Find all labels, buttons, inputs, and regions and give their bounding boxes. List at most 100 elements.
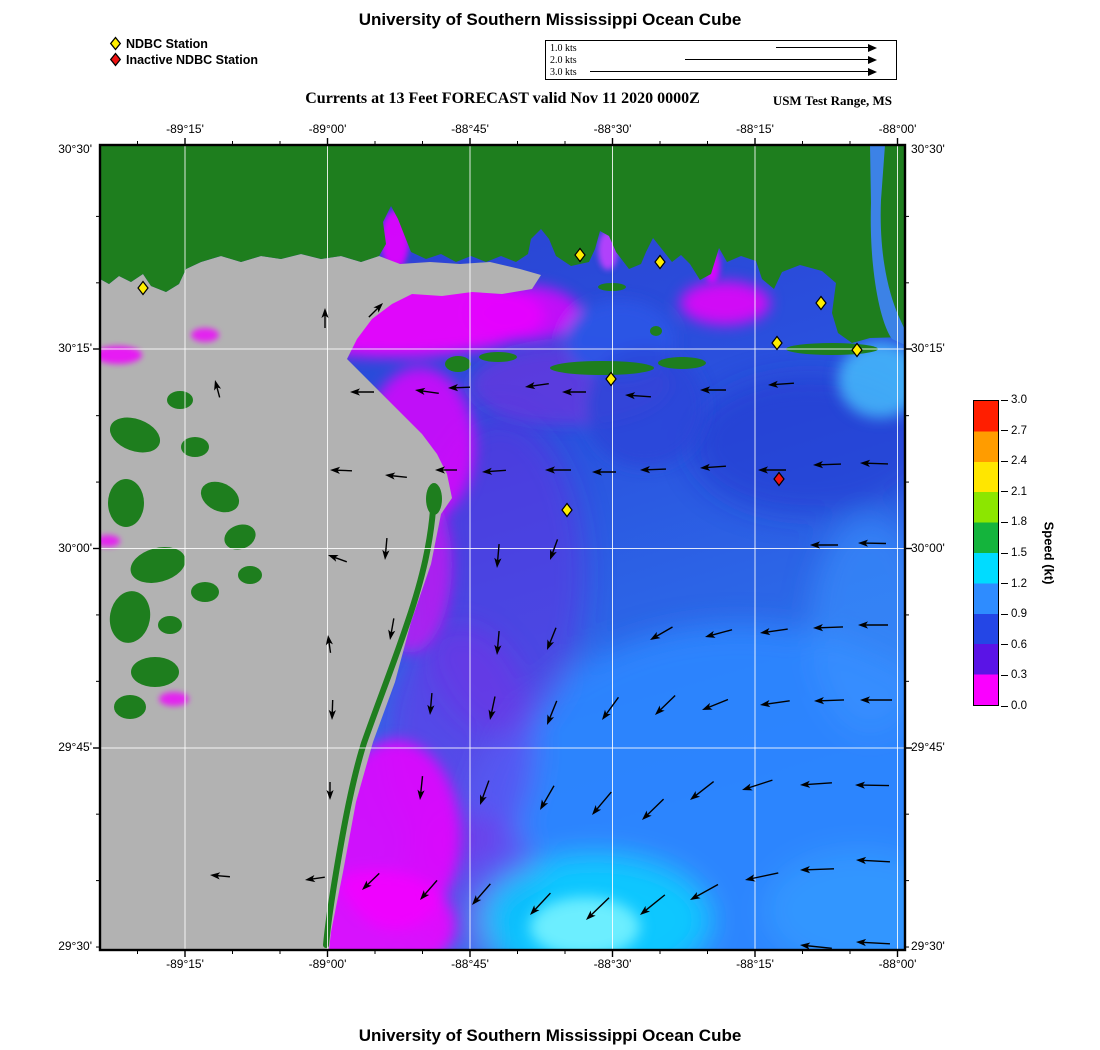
legend-item-ndbc-station: NDBC Station: [108, 36, 258, 51]
scale-label-3: 3.0 kts: [550, 66, 577, 78]
lat-axis-left: 30°30' 30°15' 30°00' 29°45' 29°30': [32, 142, 92, 953]
marsh-channels: [100, 328, 219, 706]
current-vector-arrow: [448, 384, 471, 392]
current-vector-arrow: [758, 466, 786, 474]
legend-label-ndbc-station: NDBC Station: [126, 36, 208, 51]
map-legend: NDBC Station Inactive NDBC Station: [108, 36, 258, 68]
current-vector-arrow: [860, 696, 892, 704]
lat-tick-label-left: 30°00': [58, 540, 92, 555]
current-vector-arrow: [700, 463, 726, 471]
lat-tick-label-right: 30°00': [911, 540, 945, 555]
colorbar-tick-line: [1001, 613, 1008, 615]
lon-tick-label-top: -89°00': [308, 122, 347, 136]
lat-tick-label-left: 30°30': [58, 142, 92, 156]
colorbar-tick-label: 2.1: [1011, 485, 1027, 498]
grid-lines: [100, 145, 905, 950]
current-vector-arrow: [800, 780, 832, 788]
scale-label-2: 2.0 kts: [550, 54, 577, 66]
colorbar-tick: 1.5: [1001, 546, 1027, 560]
current-vector-arrow: [813, 624, 844, 632]
map-layers: [100, 145, 905, 950]
vector-scale-box: 1.0 kts 2.0 kts 3.0 kts: [545, 40, 897, 80]
current-vector-arrow: [655, 695, 676, 715]
current-vector-arrow: [388, 618, 396, 640]
current-vector-arrow: [814, 697, 845, 705]
lat-tick-label-left: 29°30': [58, 939, 92, 953]
colorbar-tick-label: 3.0: [1011, 394, 1027, 406]
colorbar-tick: 3.0: [1001, 393, 1027, 407]
current-vector-arrow: [640, 894, 666, 915]
lon-tick-label-top: -88°45': [451, 122, 489, 136]
current-vector-arrow: [368, 303, 383, 318]
current-vector-arrow: [586, 897, 610, 920]
ndbc-station-marker: [654, 254, 666, 270]
lon-tick-label-top: -88°30': [593, 122, 632, 136]
colorbar-label: Speed (kt): [1041, 521, 1057, 585]
current-vector-arrow: [488, 696, 496, 720]
current-vector-arrow: [550, 539, 559, 560]
current-vector-arrow: [760, 628, 788, 636]
colorbar-tick-line: [1001, 491, 1008, 493]
current-vector-arrow: [856, 856, 890, 865]
current-vector-arrow: [321, 308, 329, 328]
current-vector-arrow: [214, 380, 222, 398]
colorbar-tick-line: [1001, 552, 1008, 554]
current-vector-arrow: [592, 468, 616, 476]
current-vector-arrow: [642, 798, 665, 820]
current-vectors: [210, 303, 892, 950]
current-vector-arrow: [545, 466, 571, 474]
current-vector-arrow: [855, 781, 890, 789]
current-vector-arrow: [800, 866, 835, 874]
current-vector-arrow: [530, 892, 551, 915]
current-vector-arrow: [547, 700, 558, 725]
current-vector-arrow: [860, 459, 889, 467]
lon-tick-label-bottom: -88°30': [593, 957, 632, 971]
page-title: University of Southern Mississippi Ocean…: [358, 10, 742, 29]
station-markers: [137, 247, 863, 518]
colorbar-tick: 2.4: [1001, 454, 1027, 468]
footer-title: University of Southern Mississippi Ocean…: [358, 1026, 742, 1045]
current-vector-arrow: [810, 541, 838, 549]
current-vector-arrow: [800, 942, 832, 950]
current-vector-arrow: [417, 776, 425, 800]
colorbar-tick-line: [1001, 644, 1008, 646]
colorbar-tick-label: 2.4: [1011, 455, 1027, 468]
ndbc-station-marker: [851, 342, 863, 358]
current-vector-arrow: [325, 635, 333, 653]
lat-tick-label-right: 30°15': [911, 341, 945, 355]
current-vector-arrow: [592, 791, 612, 815]
colorbar-tick-line: [1001, 583, 1008, 585]
current-vector-arrow: [540, 785, 555, 810]
chandeleur-islands: [323, 483, 442, 948]
current-vector-arrow: [547, 627, 557, 650]
colorbar-tick: 2.7: [1001, 424, 1027, 438]
scale-arrowhead-icon-1: [868, 43, 877, 52]
current-vector-arrow: [480, 780, 490, 805]
colorbar-tick-label: 1.8: [1011, 516, 1027, 529]
current-vector-arrow: [326, 782, 334, 800]
scale-row-2: 2.0 kts: [550, 54, 892, 66]
scale-row-1: 1.0 kts: [550, 42, 892, 54]
colorbar-tick: 1.2: [1001, 577, 1027, 591]
colorbar-tick: 1.8: [1001, 515, 1027, 529]
current-vector-arrow: [350, 388, 374, 396]
lat-axis-right: 30°30' 30°15' 30°00' 29°45' 29°30': [911, 142, 971, 953]
current-vector-arrow: [330, 466, 353, 474]
current-vector-arrow: [602, 696, 620, 720]
current-vector-arrow: [625, 392, 651, 400]
colorbar-tick-line: [1001, 674, 1008, 676]
colorbar-tick: 0.3: [1001, 668, 1027, 682]
lon-tick-label-bottom: -89°00': [308, 957, 347, 971]
lat-tick-label-right: 29°45': [911, 740, 945, 754]
scale-arrowhead-icon-3: [868, 67, 877, 76]
current-vector-arrow: [856, 938, 890, 947]
ndbc-station-marker: [561, 502, 573, 518]
mobile-bay-water: [870, 145, 905, 345]
current-vector-arrow: [690, 883, 719, 900]
speed-colorbar: [973, 400, 999, 706]
current-vector-arrow: [420, 879, 438, 900]
land-gray-marsh: [100, 254, 541, 950]
current-vector-arrow: [742, 779, 773, 791]
current-vector-arrow: [650, 626, 673, 640]
